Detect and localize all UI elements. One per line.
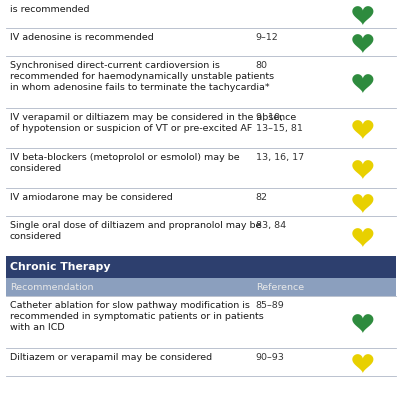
Bar — [6, 278, 396, 296]
Text: is recommended: is recommended — [10, 5, 90, 14]
Bar — [6, 148, 396, 188]
Text: 90–93: 90–93 — [256, 353, 284, 362]
Bar — [6, 296, 396, 348]
Polygon shape — [352, 314, 373, 333]
Text: Diltiazem or verapamil may be considered: Diltiazem or verapamil may be considered — [10, 353, 212, 362]
Text: Single oral dose of diltiazem and propranolol may be
considered: Single oral dose of diltiazem and propra… — [10, 221, 261, 241]
Text: IV amiodarone may be considered: IV amiodarone may be considered — [10, 193, 173, 202]
Bar — [6, 0, 396, 28]
Bar — [6, 108, 396, 148]
Polygon shape — [352, 6, 373, 25]
Bar — [6, 348, 396, 376]
Text: Catheter ablation for slow pathway modification is
recommended in symptomatic pa: Catheter ablation for slow pathway modif… — [10, 301, 264, 332]
Text: Synchronised direct-current cardioversion is
recommended for haemodynamically un: Synchronised direct-current cardioversio… — [10, 61, 274, 92]
Polygon shape — [352, 120, 373, 139]
Text: IV adenosine is recommended: IV adenosine is recommended — [10, 33, 154, 42]
Text: 83, 84: 83, 84 — [256, 221, 286, 230]
Polygon shape — [352, 160, 373, 179]
Text: Recommendation: Recommendation — [10, 282, 94, 292]
Bar — [6, 56, 396, 108]
Text: 80: 80 — [256, 61, 268, 70]
Bar — [6, 256, 396, 278]
Text: 85–89: 85–89 — [256, 301, 284, 310]
Polygon shape — [352, 194, 373, 213]
Polygon shape — [352, 74, 373, 93]
Polygon shape — [352, 34, 373, 53]
Text: 82: 82 — [256, 193, 268, 202]
Bar — [6, 216, 396, 256]
Text: Chronic Therapy: Chronic Therapy — [10, 262, 110, 272]
Polygon shape — [352, 354, 373, 373]
Bar — [6, 28, 396, 56]
Polygon shape — [352, 228, 373, 247]
Text: 13, 16, 17: 13, 16, 17 — [256, 153, 304, 162]
Text: Reference: Reference — [256, 282, 304, 292]
Text: IV verapamil or diltiazem may be considered in the absence
of hypotension or sus: IV verapamil or diltiazem may be conside… — [10, 113, 296, 133]
Text: 9, 10,
13–15, 81: 9, 10, 13–15, 81 — [256, 113, 302, 133]
Text: IV beta-blockers (metoprolol or esmolol) may be
considered: IV beta-blockers (metoprolol or esmolol)… — [10, 153, 240, 173]
Bar — [6, 188, 396, 216]
Text: 9–12: 9–12 — [256, 33, 278, 42]
